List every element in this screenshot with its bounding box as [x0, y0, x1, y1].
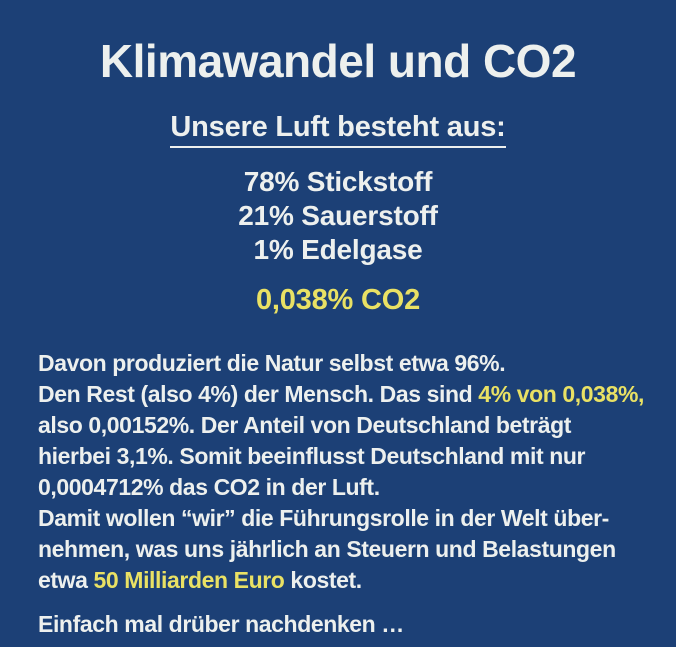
body-text: Den Rest (also 4%) der Mensch. Das sind	[38, 381, 479, 407]
body-text: Damit wollen “wir” die Führungsrolle in …	[38, 505, 609, 531]
body-line: hierbei 3,1%. Somit beeinflusst Deutschl…	[38, 441, 656, 472]
highlight-text: 50 Milliarden Euro	[93, 567, 285, 593]
body-paragraph: Davon produziert die Natur selbst etwa 9…	[38, 348, 656, 596]
body-text: nehmen, was uns jährlich an Steuern und …	[38, 536, 616, 562]
body-line: also 0,00152%. Der Anteil von Deutschlan…	[38, 410, 656, 441]
body-text: Davon produziert die Natur selbst etwa 9…	[38, 350, 506, 376]
closing-line: Einfach mal drüber nachdenken …	[38, 611, 404, 637]
body-line: Den Rest (also 4%) der Mensch. Das sind …	[38, 379, 656, 410]
air-composition-heading: Unsere Luft besteht aus:	[170, 112, 506, 148]
air-composition-item: 78% Stickstoff	[243, 166, 433, 197]
subtitle-wrap: Unsere Luft besteht aus:	[0, 112, 676, 148]
body-text: 0,0004712% das CO2 in der Luft.	[38, 474, 380, 500]
body-text: kostet.	[284, 567, 362, 593]
air-composition-item: 21% Sauerstoff	[238, 200, 438, 231]
body-line: nehmen, was uns jährlich an Steuern und …	[38, 534, 656, 565]
body-text: hierbei 3,1%. Somit beeinflusst Deutschl…	[38, 443, 586, 469]
poster-title: Klimawandel und CO2	[99, 35, 577, 87]
air-composition-list: 78% Stickstoff 21% Sauerstoff 1% Edelgase	[0, 165, 676, 267]
body-line: etwa 50 Milliarden Euro kostet.	[38, 565, 656, 596]
body-text: etwa	[38, 567, 94, 593]
air-composition-item: 1% Edelgase	[253, 234, 423, 265]
highlight-text: 4% von 0,038%,	[478, 381, 645, 407]
body-line: 0,0004712% das CO2 in der Luft.	[38, 472, 656, 503]
body-line: Damit wollen “wir” die Führungsrolle in …	[38, 503, 656, 534]
co2-value: 0,038% CO2	[255, 284, 421, 316]
body-line: Davon produziert die Natur selbst etwa 9…	[38, 348, 656, 379]
body-text: also 0,00152%. Der Anteil von Deutschlan…	[38, 412, 571, 438]
